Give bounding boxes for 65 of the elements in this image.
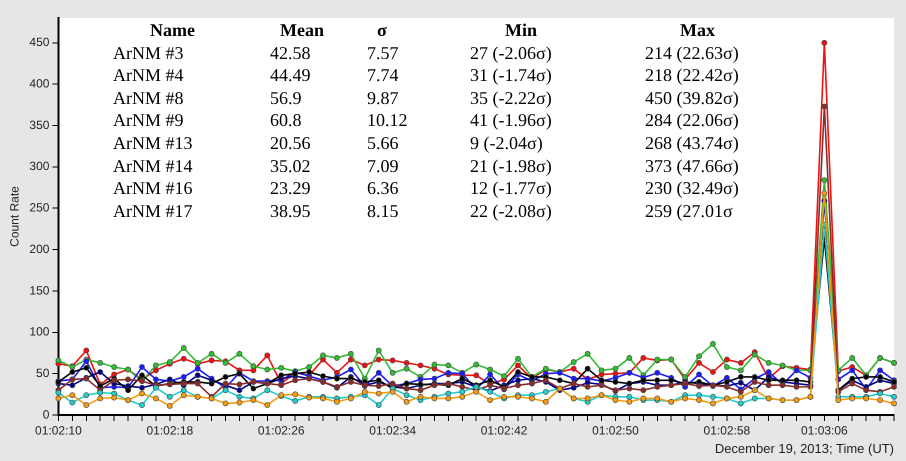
- annotation: ArNM #9: [113, 110, 184, 130]
- annotation: 5.66: [367, 133, 398, 153]
- annotation: 259 (27.01σ: [645, 200, 733, 221]
- annotation: 42.58: [270, 42, 310, 63]
- x-tick-label: 01:02:10: [35, 424, 82, 438]
- annotation: 38.95: [270, 200, 310, 221]
- annotation: 7.57: [367, 42, 398, 63]
- annotation: 22 (-2.08σ): [470, 200, 552, 221]
- annotation: 8.15: [367, 200, 398, 221]
- annotation: 10.12: [367, 110, 408, 130]
- y-tick-label: 50: [36, 366, 50, 380]
- x-tick-label: 01:02:34: [369, 424, 416, 438]
- x-tick-label: 01:02:58: [704, 424, 751, 438]
- annotation: 35.02: [270, 156, 310, 176]
- annotation: 12 (-1.77σ): [470, 178, 552, 198]
- annotation: 31 (-1.74σ): [470, 65, 552, 86]
- y-tick-label: 200: [29, 242, 50, 256]
- annotation: 20.56: [270, 133, 310, 153]
- x-tick-label: 01:03:06: [801, 424, 848, 438]
- annotation: 218 (22.42σ): [645, 65, 739, 86]
- annotation: 44.49: [270, 65, 310, 86]
- annotation: 373 (47.66σ): [645, 156, 739, 176]
- annotation: 450 (39.82σ): [645, 88, 739, 108]
- annotation: ArNM #3: [113, 42, 184, 63]
- annotation: 56.9: [270, 88, 302, 108]
- annotation: 7.74: [367, 65, 398, 86]
- annotation: ArNM #14: [113, 156, 192, 176]
- annotation: Name: [150, 20, 195, 40]
- x-axis-title: December 19, 2013; Time (UT): [714, 440, 894, 456]
- annotation: 230 (32.49σ): [645, 178, 739, 198]
- annotation: ArNM #8: [113, 88, 184, 108]
- y-tick-label: 400: [29, 76, 50, 90]
- x-tick-label: 01:02:26: [258, 424, 305, 438]
- y-tick-label: 300: [29, 159, 50, 174]
- y-tick-label: 350: [29, 118, 50, 132]
- annotation: 41 (-1.96σ): [470, 110, 552, 130]
- annotation: ArNM #16: [113, 178, 192, 198]
- annotation: 23.29: [270, 178, 310, 198]
- annotation: ArNM #13: [113, 133, 192, 153]
- y-tick-label: 250: [29, 200, 50, 215]
- annotation: Max: [680, 20, 715, 40]
- annotation: 6.36: [367, 178, 398, 198]
- annotation: ArNM #17: [113, 200, 192, 221]
- annotation: 9.87: [367, 88, 398, 108]
- annotation: 60.8: [270, 110, 302, 130]
- x-tick-label: 01:02:18: [146, 424, 194, 438]
- annotation: σ: [377, 20, 387, 40]
- y-axis-title: Count Rate: [8, 186, 22, 247]
- y-tick-label: 450: [29, 35, 50, 50]
- annotation: 35 (-2.22σ): [470, 88, 552, 108]
- annotation: ArNM #4: [113, 65, 184, 86]
- annotation: Min: [505, 20, 538, 40]
- annotation: 21 (-1.98σ): [470, 156, 552, 176]
- x-tick-label: 01:02:42: [480, 424, 528, 438]
- y-tick-label: 100: [29, 324, 50, 339]
- annotation: 9 (-2.04σ): [470, 133, 543, 153]
- y-tick-label: 150: [29, 283, 50, 298]
- annotation: 7.09: [367, 156, 398, 176]
- annotation: 214 (22.63σ): [645, 42, 739, 63]
- annotation: Mean: [280, 20, 324, 40]
- y-tick-label: 0: [42, 407, 50, 422]
- x-tick-label: 01:02:50: [592, 424, 640, 438]
- annotation: 268 (43.74σ): [645, 133, 739, 153]
- annotation: 284 (22.06σ): [645, 110, 739, 130]
- annotation: 27 (-2.06σ): [470, 42, 552, 63]
